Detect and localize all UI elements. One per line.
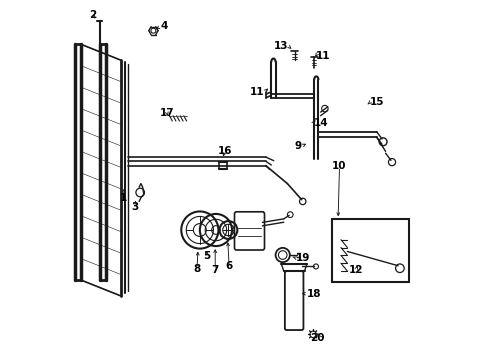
Text: 10: 10 (331, 161, 346, 171)
Text: 2: 2 (89, 10, 96, 20)
Text: 16: 16 (217, 146, 232, 156)
Text: 7: 7 (211, 265, 219, 275)
Text: 19: 19 (295, 253, 309, 263)
Text: 9: 9 (294, 141, 301, 151)
Text: 20: 20 (310, 333, 324, 343)
Text: 6: 6 (225, 261, 232, 271)
Text: 3: 3 (131, 202, 138, 212)
Text: 8: 8 (193, 264, 200, 274)
Text: 1: 1 (119, 193, 126, 203)
Text: 11: 11 (315, 51, 330, 61)
Text: 15: 15 (369, 97, 384, 107)
Text: 14: 14 (313, 118, 327, 128)
Text: 5: 5 (203, 251, 210, 261)
Text: 11: 11 (249, 87, 264, 98)
Text: 17: 17 (160, 108, 174, 118)
Text: 4: 4 (160, 21, 167, 31)
Bar (331, 219, 408, 282)
Text: 18: 18 (306, 289, 321, 298)
Text: 13: 13 (273, 41, 287, 51)
Text: 12: 12 (348, 265, 363, 275)
